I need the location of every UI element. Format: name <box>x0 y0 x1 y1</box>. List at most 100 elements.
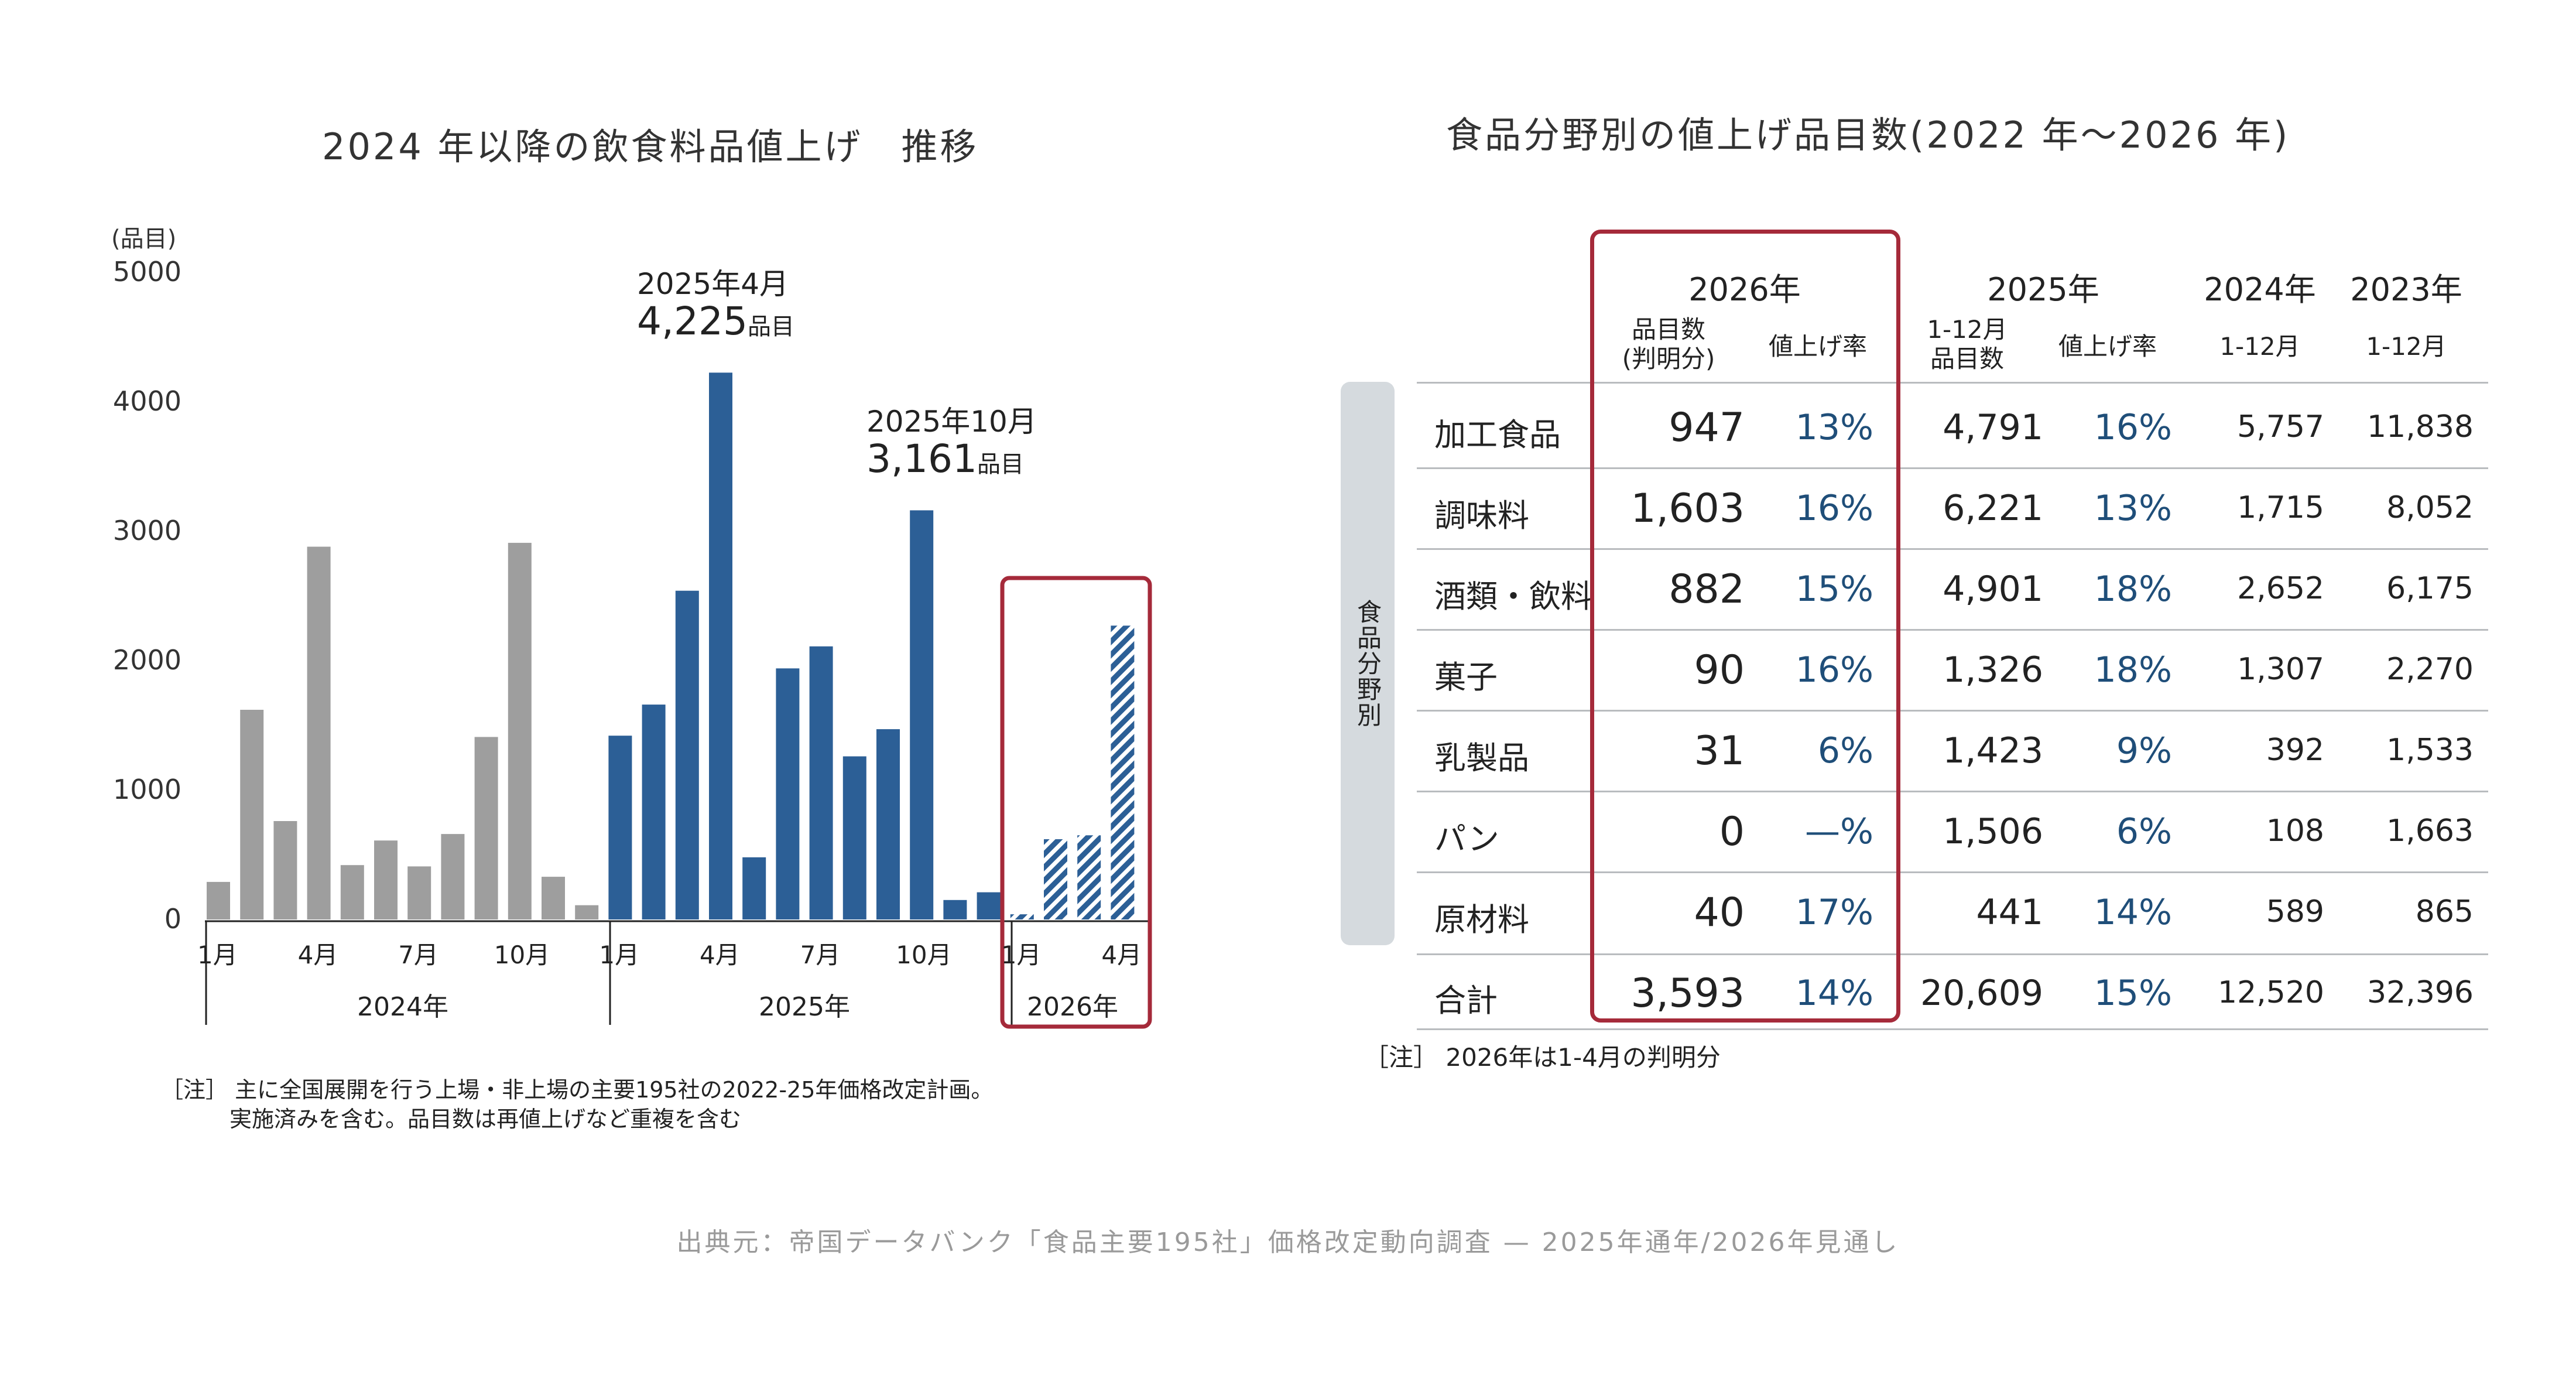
table-row-cat: パン <box>1434 820 1499 857</box>
table-row-divider <box>1417 791 2488 792</box>
header-2025: 2025年 <box>1987 271 2099 308</box>
table-row-c2023: 1,663 <box>2386 813 2474 849</box>
table-bottom-line <box>1417 1028 2488 1030</box>
x-tick-label: 4月 <box>297 941 338 969</box>
table-row-r2026: 15% <box>1795 569 1873 610</box>
callout-october-date: 2025年10月 <box>866 405 1037 439</box>
year-label-2024: 2024年 <box>357 992 448 1022</box>
bar-2024-8 <box>441 834 465 919</box>
table-row-c2026: 1,603 <box>1630 485 1745 532</box>
header-2026: 2026年 <box>1688 271 1801 308</box>
table-row-divider <box>1417 467 2488 469</box>
callout-april-date: 2025年4月 <box>637 267 789 301</box>
bar-2025-9 <box>876 729 900 919</box>
bar-2025-1 <box>608 736 632 919</box>
table-total-row-cat: 合計 <box>1434 982 1498 1019</box>
table-row-c2023: 6,175 <box>2386 571 2474 606</box>
header-2025-count: 1-12月 品目数 <box>1927 315 2008 373</box>
table-title: 食品分野別の値上げ品目数(2022 年～2026 年) <box>1446 114 2290 156</box>
table-row-c2026: 882 <box>1669 566 1745 613</box>
table-row-c2024: 5,757 <box>2237 409 2324 444</box>
table-row-r2025: 16% <box>2094 407 2172 448</box>
table-total-row-r2026: 14% <box>1795 973 1873 1014</box>
x-tick-label: 4月 <box>1101 941 1142 969</box>
bar-2025-8 <box>842 756 866 919</box>
table-row-cat: 原材料 <box>1434 901 1529 938</box>
bar-2026-4 <box>1111 625 1135 919</box>
table-row-c2023: 2,270 <box>2386 652 2474 687</box>
table-row-divider <box>1417 710 2488 712</box>
table-row-r2026: 16% <box>1795 649 1873 690</box>
table-total-row-c2026: 3,593 <box>1630 970 1745 1017</box>
table-row-r2026: 16% <box>1795 488 1873 529</box>
table-row-c2026: 90 <box>1694 647 1745 693</box>
table-row-cat: 加工食品 <box>1434 416 1561 453</box>
bar-2024-1 <box>207 881 230 919</box>
highlight-2026-column <box>1590 230 1900 1023</box>
table-row-c2023: 1,533 <box>2386 733 2474 768</box>
bar-2025-2 <box>642 705 666 919</box>
table-row-c2026: 31 <box>1694 728 1745 774</box>
side-category-label: 食品分野別 <box>1341 382 1395 945</box>
x-tick-label: 4月 <box>700 941 740 969</box>
table-row-r2025: 6% <box>2116 811 2172 852</box>
x-tick-label: 1月 <box>197 941 238 969</box>
header-2026-rate: 値上げ率 <box>1768 332 1867 361</box>
table-row-r2025: 18% <box>2094 569 2172 610</box>
table-row-r2026: 13% <box>1795 407 1873 448</box>
table-row-cat: 乳製品 <box>1434 740 1529 777</box>
table-note: ［注］ 2026年は1-4月の判明分 <box>1364 1043 1721 1072</box>
table-row-c2025: 4,791 <box>1943 407 2043 448</box>
table-row-c2024: 2,652 <box>2237 571 2324 606</box>
table-row-r2025: 13% <box>2094 488 2172 529</box>
x-tick-label: 10月 <box>896 941 952 969</box>
table-row-r2025: 18% <box>2094 649 2172 690</box>
header-2024: 2024年 <box>2204 271 2316 308</box>
bar-2025-10 <box>910 510 934 919</box>
table-row-divider <box>1417 871 2488 873</box>
bar-2024-2 <box>240 710 264 919</box>
bar-2024-10 <box>508 542 532 919</box>
bar-2024-3 <box>273 821 297 919</box>
bar-2025-4 <box>709 372 732 919</box>
table-total-row-c2023: 32,396 <box>2367 975 2474 1010</box>
table-row-cat: 菓子 <box>1434 659 1498 696</box>
x-tick-label: 7月 <box>398 941 439 969</box>
header-2023: 2023年 <box>2350 271 2462 308</box>
header-2025-rate: 値上げ率 <box>2058 332 2157 361</box>
bar-2025-11 <box>943 900 967 919</box>
y-tick-label: 5000 <box>112 256 181 288</box>
table-row-c2024: 589 <box>2266 894 2324 929</box>
bar-2025-5 <box>742 857 766 919</box>
table-row-r2026: 17% <box>1795 892 1873 933</box>
x-tick-label: 1月 <box>599 941 640 969</box>
table-row-r2025: 14% <box>2094 892 2172 933</box>
y-tick-label: 0 <box>164 903 181 935</box>
callout-april-value: 4,225品目 <box>637 299 794 344</box>
table-row-r2025: 9% <box>2116 730 2172 771</box>
bar-2024-12 <box>575 905 599 919</box>
table-row-c2024: 1,715 <box>2237 490 2324 525</box>
bar-2025-7 <box>809 646 833 919</box>
table-row-c2024: 392 <box>2266 733 2324 768</box>
table-header-line <box>1417 382 2488 384</box>
bar-2024-11 <box>542 877 565 919</box>
y-tick-label: 3000 <box>112 515 181 546</box>
bar-2025-12 <box>977 892 1001 919</box>
table-row-c2025: 441 <box>1976 892 2043 933</box>
bar-2024-7 <box>407 866 431 919</box>
callout-october-value: 3,161品目 <box>866 436 1024 481</box>
x-tick-label: 1月 <box>1001 941 1042 969</box>
table-row-cat: 酒類・飲料 <box>1434 578 1592 615</box>
table-row-cat: 調味料 <box>1434 497 1529 534</box>
table-row-c2025: 1,506 <box>1943 811 2043 852</box>
table-total-row-r2025: 15% <box>2094 973 2172 1014</box>
table-row-c2026: 40 <box>1694 890 1745 936</box>
table-row-c2025: 1,423 <box>1943 730 2043 771</box>
table-row-c2023: 8,052 <box>2386 490 2474 525</box>
table-row-c2024: 1,307 <box>2237 652 2324 687</box>
table-row-c2023: 11,838 <box>2367 409 2474 444</box>
header-2023-sub: 1-12月 <box>2366 332 2447 361</box>
bar-2025-3 <box>675 590 699 919</box>
